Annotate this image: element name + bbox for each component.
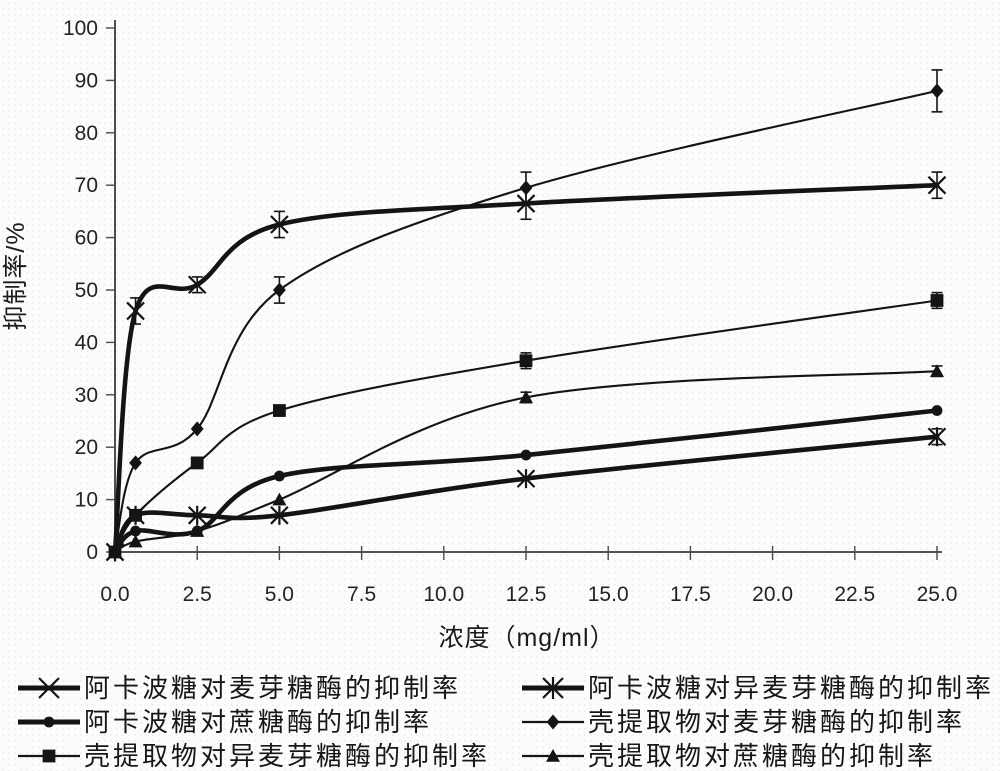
- y-tick-label: 40: [75, 331, 98, 354]
- legend-label: 壳提取物对蔗糖酶的抑制率: [588, 741, 937, 771]
- legend-label: 阿卡波糖对异麦芽糖酶的抑制率: [588, 673, 995, 703]
- line-chart-plot: 抑制率/% 浓度（mg/ml） 0 10 20 30 40 50 60 70 80 90 100 0.…: [2, 17, 957, 652]
- x-tick-label: 0.0: [100, 583, 129, 606]
- x-tick-label: 2.5: [183, 583, 212, 606]
- legend-label: 壳提取物对异麦芽糖酶的抑制率: [84, 741, 491, 771]
- legend-item-acarbose-isomaltase: 阿卡波糖对异麦芽糖酶的抑制率: [520, 673, 1000, 703]
- legend-item-shell-extract-sucrase: 壳提取物对蔗糖酶的抑制率: [520, 741, 1000, 771]
- triangle-marker-icon: [522, 749, 584, 762]
- y-tick-label: 20: [75, 436, 98, 459]
- series-acarbose-sucrase: [109, 405, 943, 558]
- legend-item-acarbose-sucrase: 阿卡波糖对蔗糖酶的抑制率: [0, 707, 520, 737]
- y-tick-label: 0: [86, 541, 98, 564]
- x-tick-label: 15.0: [588, 583, 629, 606]
- legend-item-shell-extract-isomaltase: 壳提取物对异麦芽糖酶的抑制率: [0, 741, 520, 771]
- y-axis-title: 抑制率/%: [2, 221, 30, 330]
- x-tick-label: 20.0: [752, 583, 793, 606]
- y-tick-label: 60: [75, 227, 98, 250]
- x-tick-label: 17.5: [670, 583, 711, 606]
- y-tick-label: 10: [75, 489, 98, 512]
- diamond-marker-icon: [522, 714, 584, 730]
- y-tick-label: 80: [75, 122, 98, 145]
- x-axis-title: 浓度（mg/ml）: [438, 624, 615, 652]
- y-tick-label: 30: [75, 384, 98, 407]
- legend-item-acarbose-maltase: 阿卡波糖对麦芽糖酶的抑制率: [0, 673, 520, 703]
- legend-label: 阿卡波糖对麦芽糖酶的抑制率: [84, 673, 462, 703]
- series-layer: [105, 69, 947, 562]
- series-acarbose-isomaltase: [105, 427, 947, 562]
- axes: 0 10 20 30 40 50 60 70 80 90 100 0.0 2.5 5.0 7.5 10.0 12…: [63, 17, 957, 606]
- x-tick-label: 10.0: [423, 583, 464, 606]
- series-shell-extract-sucrase: [108, 364, 944, 558]
- y-tick-label: 70: [75, 174, 98, 197]
- circle-marker-icon: [18, 716, 80, 728]
- x-tick-label: 5.0: [265, 583, 294, 606]
- x-tick-label: 25.0: [917, 583, 958, 606]
- chart-legend: 阿卡波糖对麦芽糖酶的抑制率 阿卡波糖对异麦芽糖酶的抑制率 阿卡波糖对蔗糖酶的抑制…: [0, 671, 1000, 771]
- legend-item-shell-extract-maltase: 壳提取物对麦芽糖酶的抑制率: [520, 707, 1000, 737]
- legend-label: 阿卡波糖对蔗糖酶的抑制率: [84, 707, 433, 737]
- y-tick-label: 100: [63, 17, 98, 40]
- asterisk-marker-icon: [522, 677, 584, 699]
- y-tick-label: 90: [75, 69, 98, 92]
- legend-label: 壳提取物对麦芽糖酶的抑制率: [588, 707, 966, 737]
- square-marker-icon: [18, 749, 80, 763]
- x-tick-label: 12.5: [506, 583, 547, 606]
- x-cross-marker-icon: [18, 677, 80, 699]
- x-tick-label: 7.5: [347, 583, 376, 606]
- y-tick-label: 50: [75, 279, 98, 302]
- x-tick-label: 22.5: [834, 583, 875, 606]
